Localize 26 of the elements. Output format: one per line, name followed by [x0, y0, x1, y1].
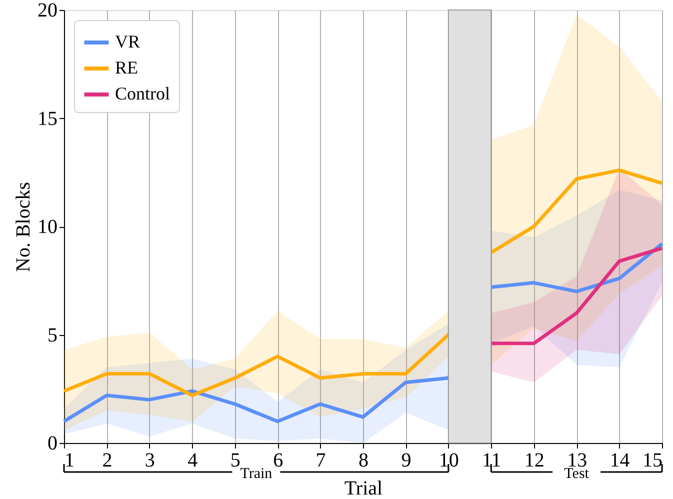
- x-tick-label: 6: [273, 450, 284, 472]
- x-tick-label: 11: [482, 450, 502, 472]
- x-tick-label: 5: [230, 450, 240, 472]
- x-axis-title: Trial: [344, 478, 384, 499]
- legend-label: RE: [115, 58, 138, 78]
- text: Train: [240, 466, 273, 482]
- x-tick-label: 1: [64, 450, 74, 472]
- x-tick-label: 9: [401, 450, 412, 472]
- x-tick-label: 4: [188, 450, 198, 472]
- y-tick-label: 10: [38, 216, 58, 238]
- x-tick-label: 10: [438, 450, 459, 472]
- x-tick-label: 12: [524, 450, 544, 472]
- legend-label: VR: [115, 32, 140, 52]
- y-tick-label: 5: [48, 324, 58, 346]
- legend-label: Control: [115, 84, 170, 104]
- y-tick-label: 0: [48, 432, 58, 454]
- y-axis-title: No. Blocks: [12, 182, 34, 272]
- x-tick-label: 3: [144, 450, 155, 472]
- x-tick-label: 8: [358, 450, 368, 472]
- x-tick-label: 7: [316, 450, 326, 472]
- x-tick-label: 15: [642, 450, 662, 472]
- y-tick-label: 15: [38, 108, 58, 130]
- line-series: [489, 246, 664, 346]
- x-tick-label: 14: [610, 450, 630, 472]
- x-tick-label: 2: [102, 450, 112, 472]
- y-tick-label: 20: [38, 0, 58, 22]
